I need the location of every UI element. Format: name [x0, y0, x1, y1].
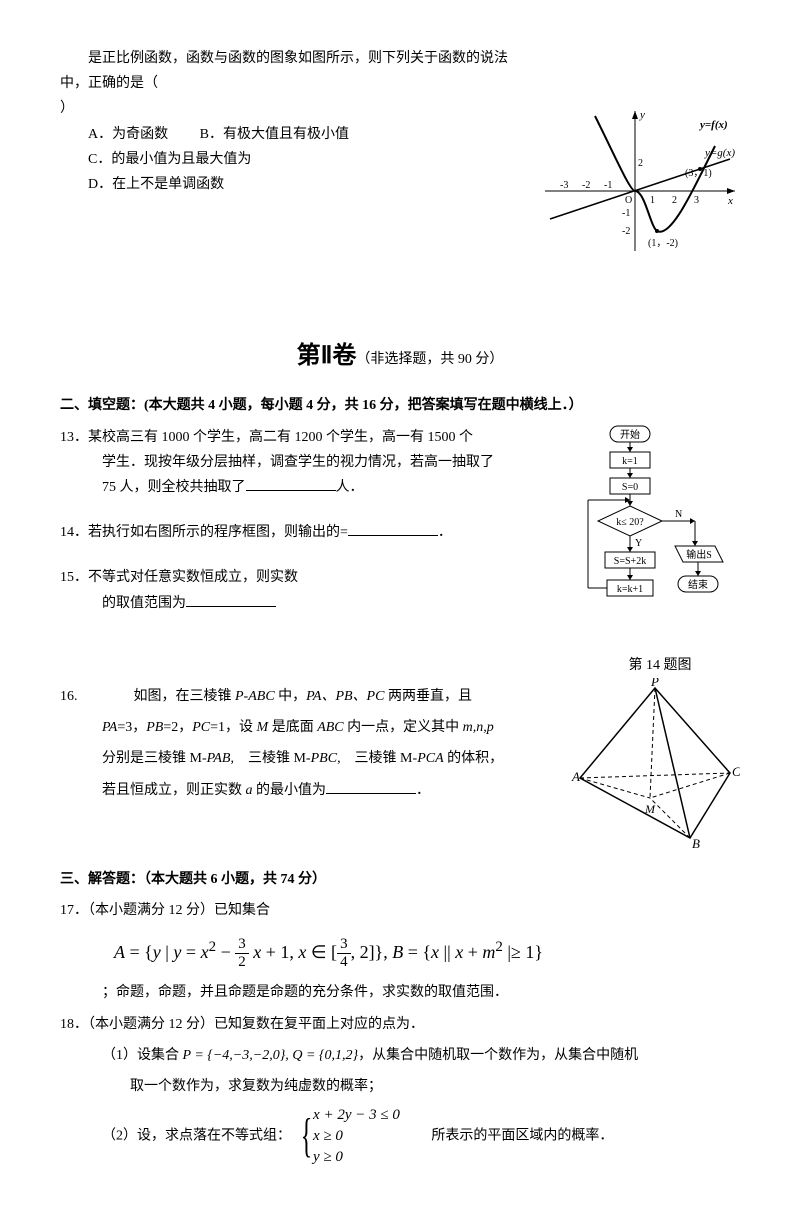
- svg-text:y=g(x): y=g(x): [704, 147, 735, 159]
- q18-p1c: 取一个数作为，求复数为纯虚数的概率；: [60, 1074, 740, 1099]
- q12-stem: 是正比例函数，函数与函数的图象如图所示，则下列关于函数的说法中，正确的是（: [60, 46, 740, 96]
- option-a: A．为奇函数: [88, 127, 168, 142]
- q14: 14．若执行如右图所示的程序框图，则输出的=．: [60, 520, 740, 545]
- svg-text:-2: -2: [622, 226, 630, 237]
- part2-main: 第Ⅱ卷: [297, 343, 357, 369]
- svg-text:-3: -3: [560, 180, 568, 191]
- q16-l2: PA=3，PB=2，PC=1，设 M 是底面 ABC 内一点，定义其中 m,n,…: [60, 715, 740, 740]
- svg-text:N: N: [675, 509, 682, 520]
- svg-text:y=f(x): y=f(x): [698, 119, 728, 131]
- svg-text:2: 2: [672, 195, 677, 206]
- svg-text:O: O: [625, 195, 632, 206]
- blank-field[interactable]: [348, 521, 438, 536]
- svg-text:2: 2: [638, 158, 643, 169]
- q17-tail: ；命题，命题，并且命题是命题的充分条件，求实数的取值范围．: [60, 980, 740, 1005]
- svg-text:B: B: [692, 836, 700, 848]
- q15: 15．不等式对任意实数恒成立，则实数 的取值范围为: [60, 565, 740, 615]
- q13: 13．某校高三有 1000 个学生，高二有 1200 个学生，高一有 1500 …: [60, 425, 740, 501]
- axis-x-label: x: [727, 195, 733, 207]
- section3-heading: 三、解答题：（本大题共 6 小题，共 74 分）: [60, 867, 740, 892]
- q17-formula: A = {y | y = x2 − 32 x + 1, x ∈ [34, 2]}…: [114, 934, 740, 971]
- blank-field[interactable]: [326, 779, 416, 794]
- q18: 18．（本小题满分 12 分）已知复数在复平面上对应的点为．: [60, 1012, 740, 1037]
- part2-sub: （非选择题，共 90 分）: [356, 352, 503, 367]
- option-b: B．有极大值且有极小值: [200, 127, 349, 142]
- svg-text:1: 1: [650, 195, 655, 206]
- q16: 16. 如图，在三棱锥 P-ABC 中，PA、PB、PC 两两垂直，且: [60, 684, 740, 709]
- svg-text:(1，-2): (1，-2): [648, 238, 678, 249]
- svg-text:-1: -1: [622, 208, 630, 219]
- q14-caption: 第 14 题图: [580, 653, 740, 678]
- part2-title: 第Ⅱ卷（非选择题，共 90 分）: [60, 335, 740, 378]
- svg-text:输出S: 输出S: [686, 548, 712, 561]
- q18-p2: （2）设，求点落在不等式组： { x + 2y − 3 ≤ 0 x ≥ 0 y …: [60, 1105, 740, 1168]
- axis-y-label: y: [639, 109, 645, 121]
- q18-p1: （1）设集合 P = {−4,−3,−2,0}, Q = {0,1,2}，从集合…: [60, 1043, 740, 1068]
- blank-field[interactable]: [186, 592, 276, 607]
- q12-graph: y x O -3 -2 -1 1 2 3 2 -1 -2 y=f(x) y=g(…: [540, 106, 740, 265]
- q16-l4: 若且恒成立，则正实数 a 的最小值为．: [60, 778, 740, 803]
- svg-text:-1: -1: [604, 180, 612, 191]
- q17: 17．（本小题满分 12 分）已知集合: [60, 898, 740, 923]
- svg-text:3: 3: [694, 195, 699, 206]
- q16-l3: 分别是三棱锥 M-PAB, 三棱锥 M-PBC, 三棱锥 M-PCA 的体积，: [60, 746, 740, 771]
- section2-heading: 二、填空题：(本大题共 4 小题，每小题 4 分，共 16 分，把答案填写在题中…: [60, 393, 740, 418]
- svg-text:-2: -2: [582, 180, 590, 191]
- svg-text:M: M: [644, 802, 656, 816]
- blank-field[interactable]: [246, 476, 336, 491]
